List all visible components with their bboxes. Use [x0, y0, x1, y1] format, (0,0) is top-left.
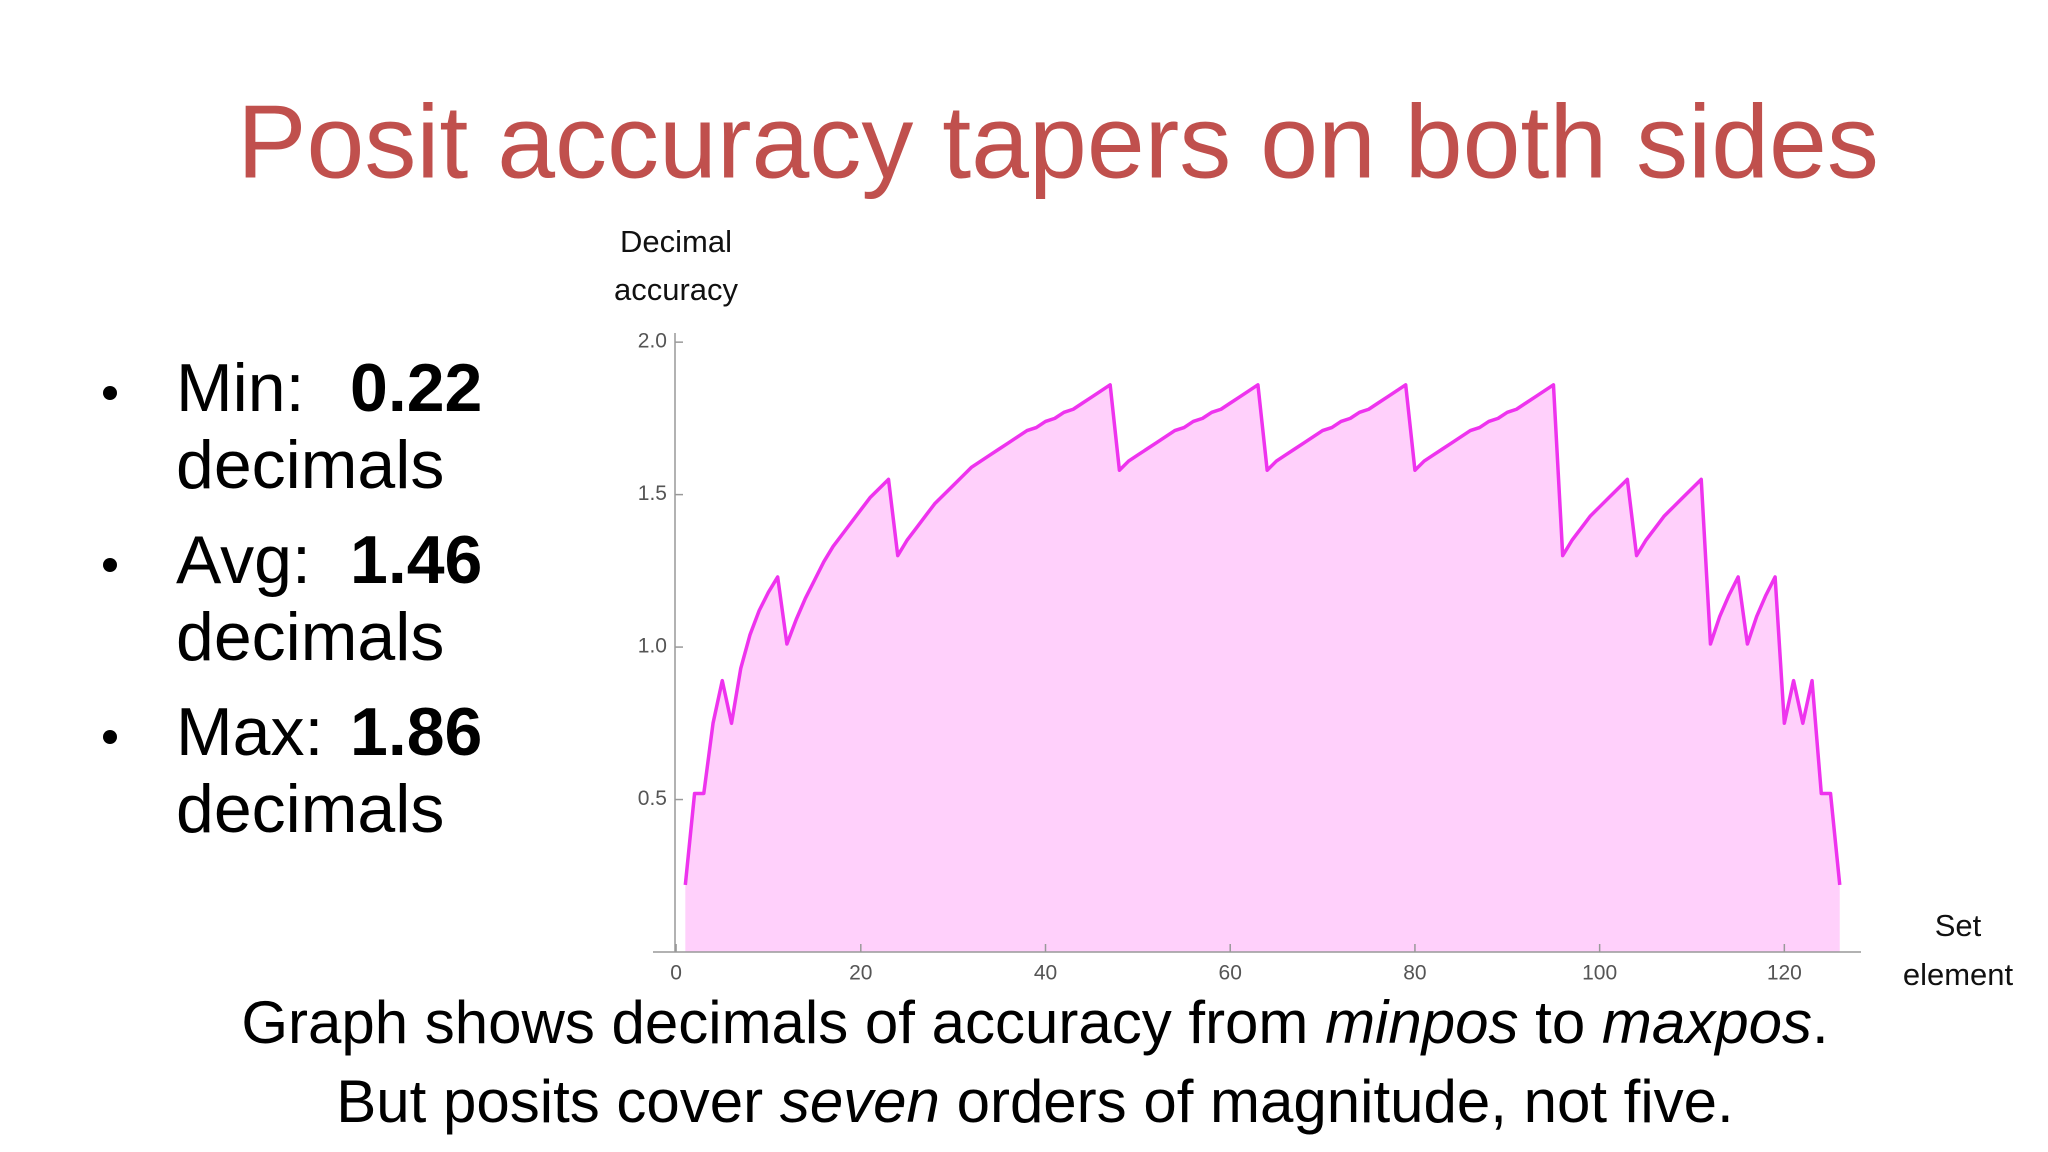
y-tick-label: 2.0 [638, 330, 667, 353]
x-tick-label: 100 [1582, 962, 1617, 985]
caption-line: But posits cover seven orders of magnitu… [336, 1068, 1733, 1135]
y-axis-label: accuracy [614, 272, 739, 307]
y-tick-label: 1.0 [638, 635, 667, 658]
caption-part: orders of magnitude, not five. [940, 1068, 1734, 1135]
bullet-value: 1.86 [350, 694, 482, 770]
bullet-line: Avg: 1.46 [176, 522, 482, 598]
x-tick-label: 0 [670, 962, 682, 985]
bullet-label: Max: [176, 694, 323, 770]
x-axis-label: Set [1935, 908, 1982, 943]
bullet-label: Min: [176, 350, 304, 426]
bullet-dot [103, 386, 117, 400]
x-tick-label: 40 [1034, 962, 1057, 985]
caption-part: seven [780, 1068, 940, 1135]
bullet-unit: decimals [176, 599, 444, 675]
bullet-value: 0.22 [350, 350, 482, 426]
caption-part: minpos [1325, 989, 1518, 1056]
slide-title: Posit accuracy tapers on both sides [237, 84, 1879, 200]
bullet-line: Max: 1.86 [176, 694, 482, 770]
bullet-dot [103, 730, 117, 744]
x-tick-label: 120 [1767, 962, 1802, 985]
bullet-line: Min: 0.22 [176, 350, 482, 426]
y-axis-label: Decimal [620, 224, 732, 259]
bullet-value: 1.46 [350, 522, 482, 598]
caption-part: to [1519, 989, 1602, 1056]
x-tick-label: 60 [1219, 962, 1242, 985]
y-tick-label: 1.5 [638, 482, 667, 505]
caption-part: maxpos [1602, 989, 1812, 1056]
area [685, 384, 1840, 953]
x-tick-label: 20 [849, 962, 872, 985]
bullet-dot [103, 558, 117, 572]
caption-line: Graph shows decimals of accuracy from mi… [241, 989, 1828, 1056]
caption-part: But posits cover [336, 1068, 780, 1135]
caption-part: . [1812, 989, 1829, 1056]
x-tick-label: 80 [1403, 962, 1426, 985]
line [683, 383, 1842, 886]
bullet-unit: decimals [176, 427, 444, 503]
x-axis-label: element [1903, 957, 2014, 992]
y-tick-label: 0.5 [638, 787, 667, 810]
bullet-unit: decimals [176, 771, 444, 847]
bullet-label: Avg: [176, 522, 311, 598]
caption-part: Graph shows decimals of accuracy from [241, 989, 1325, 1056]
